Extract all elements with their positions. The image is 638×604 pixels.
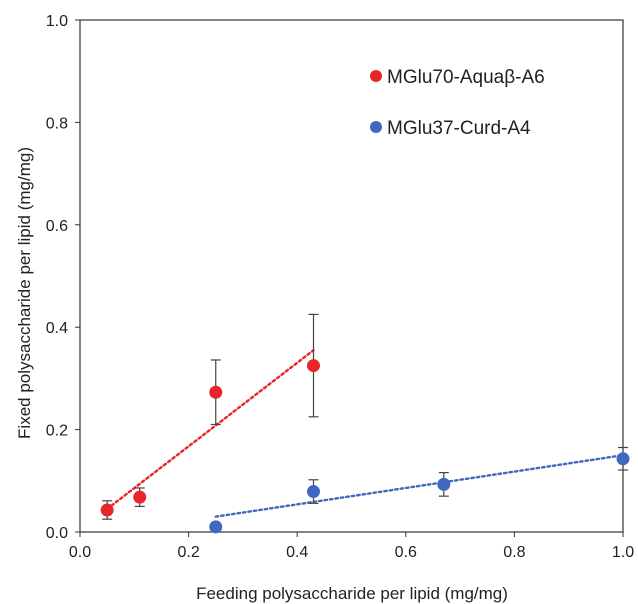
data-point-series-2 bbox=[616, 452, 630, 466]
data-point-series-2 bbox=[209, 520, 223, 534]
legend-marker-series-2 bbox=[370, 121, 382, 133]
x-tick-label: 0.0 bbox=[69, 544, 91, 561]
x-axis-title: Feeding polysaccharide per lipid (mg/mg) bbox=[196, 584, 508, 603]
plot-border bbox=[79, 19, 624, 533]
x-tick-label: 0.6 bbox=[395, 544, 417, 561]
x-tick-label: 1.0 bbox=[612, 544, 634, 561]
legend-marker-series-1 bbox=[370, 70, 382, 82]
y-tick-label: 1.0 bbox=[46, 13, 68, 30]
data-points bbox=[100, 359, 630, 534]
legend-label-series-2: MGlu37-Curd-A4 bbox=[387, 118, 531, 139]
y-axis-title: Fixed polysaccharide per lipid (mg/mg) bbox=[15, 147, 34, 439]
data-point-series-2 bbox=[306, 485, 320, 499]
x-tick-label: 0.8 bbox=[503, 544, 525, 561]
x-tick-label: 0.2 bbox=[177, 544, 199, 561]
y-tick-label: 0.6 bbox=[46, 218, 68, 235]
trendline-series-1 bbox=[105, 349, 315, 511]
plot-area bbox=[79, 19, 624, 533]
x-axis-ticks: 0.0 0.2 0.4 0.6 0.8 1.0 bbox=[69, 532, 634, 561]
x-tick-label: 0.4 bbox=[286, 544, 308, 561]
y-axis-ticks: 0.0 0.2 0.4 0.6 0.8 1.0 bbox=[46, 13, 80, 542]
legend-label-series-1: MGlu70-Aquaβ-A6 bbox=[387, 67, 545, 88]
data-point-series-1 bbox=[306, 359, 320, 373]
data-point-series-1 bbox=[133, 490, 147, 504]
error-bars bbox=[102, 313, 628, 520]
y-tick-label: 0.2 bbox=[46, 423, 68, 440]
trendlines bbox=[105, 349, 625, 518]
data-point-series-1 bbox=[209, 385, 223, 399]
y-tick-label: 0.8 bbox=[46, 115, 68, 132]
data-point-series-1 bbox=[100, 503, 114, 517]
y-tick-label: 0.4 bbox=[46, 320, 68, 337]
y-tick-label: 0.0 bbox=[46, 525, 68, 542]
legend: MGlu70-Aquaβ-A6 MGlu37-Curd-A4 bbox=[370, 67, 545, 139]
trendline-series-2 bbox=[214, 454, 625, 518]
data-point-series-2 bbox=[437, 477, 451, 491]
